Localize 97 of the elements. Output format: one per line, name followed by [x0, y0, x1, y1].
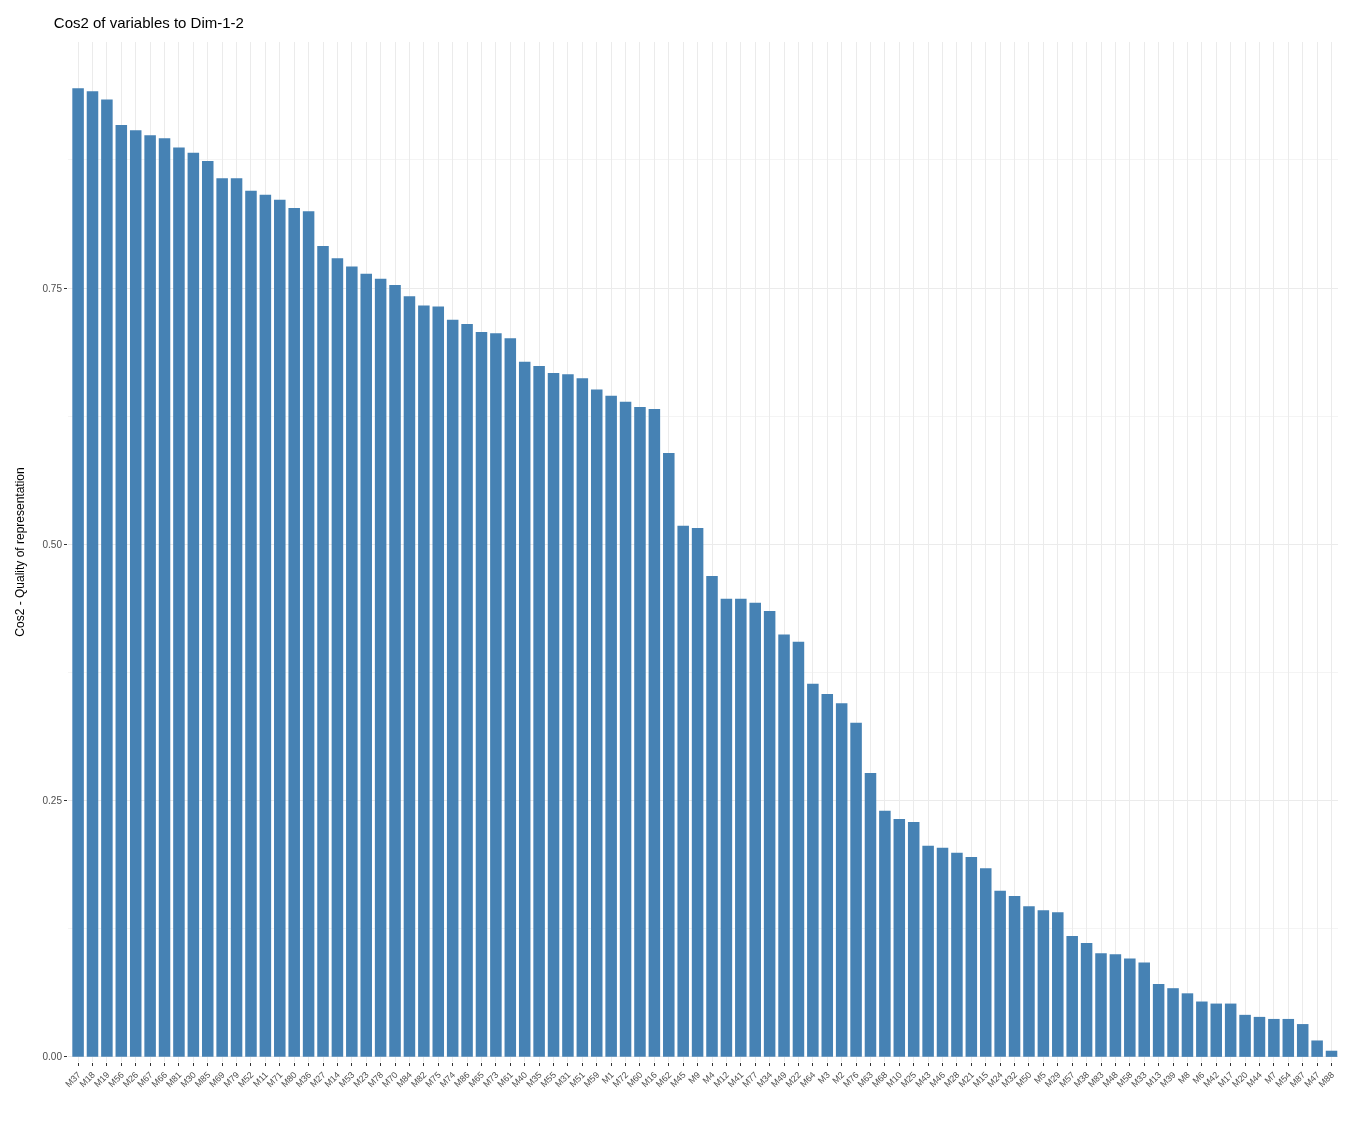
- bar: [533, 365, 545, 1057]
- bar: [807, 683, 819, 1057]
- bar: [1268, 1018, 1280, 1057]
- y-tick-label: 0.25: [42, 795, 63, 807]
- y-tick-label: 0.00: [42, 1051, 63, 1063]
- bar: [1124, 958, 1136, 1057]
- bar: [1109, 954, 1122, 1057]
- bar: [274, 199, 286, 1057]
- bar: [216, 178, 228, 1057]
- bar: [490, 333, 502, 1057]
- x-tick-label: M3: [815, 1069, 832, 1086]
- bar: [864, 772, 877, 1057]
- bar: [547, 373, 560, 1057]
- y-tick-label: 0.50: [42, 538, 63, 550]
- bar: [346, 266, 358, 1057]
- bar: [475, 332, 488, 1057]
- bar: [1239, 1014, 1251, 1057]
- bar: [1325, 1050, 1338, 1057]
- bar: [835, 703, 848, 1057]
- bar: [677, 525, 689, 1057]
- bar: [749, 602, 761, 1057]
- bar: [850, 722, 862, 1057]
- bar: [1296, 1024, 1309, 1057]
- bar: [720, 598, 733, 1057]
- bar: [1282, 1018, 1295, 1057]
- bar: [101, 99, 113, 1057]
- bar: [173, 147, 185, 1057]
- bar: [576, 378, 589, 1057]
- bar: [115, 125, 128, 1057]
- bar: [907, 822, 920, 1057]
- bar: [1138, 962, 1150, 1057]
- bar: [994, 890, 1006, 1057]
- bar: [619, 401, 632, 1057]
- y-axis-title: Cos2 - Quality of representation: [12, 467, 27, 637]
- bar: [144, 135, 156, 1057]
- bar: [403, 296, 416, 1057]
- bar: [317, 246, 329, 1057]
- bar: [1167, 988, 1179, 1057]
- x-tick-label: M8: [1176, 1069, 1193, 1086]
- bar: [792, 641, 805, 1057]
- bar: [86, 91, 99, 1057]
- bar: [1196, 1001, 1208, 1057]
- bar: [965, 856, 978, 1057]
- bar: [1152, 984, 1165, 1057]
- bar: [936, 847, 949, 1057]
- bar: [518, 361, 531, 1057]
- bar: [302, 211, 315, 1057]
- bar: [879, 810, 891, 1057]
- bar: [504, 338, 517, 1057]
- bar: [1066, 935, 1078, 1057]
- bar: [691, 527, 704, 1057]
- bar: [389, 284, 401, 1057]
- bar: [735, 598, 747, 1057]
- bar: [374, 278, 387, 1057]
- bar: [590, 389, 603, 1057]
- bar: [461, 323, 473, 1057]
- bar: [1008, 895, 1021, 1057]
- bar: [1311, 1040, 1323, 1057]
- bar: [763, 610, 776, 1057]
- bar: [331, 258, 344, 1057]
- bar: [821, 693, 834, 1057]
- bar: [778, 634, 790, 1057]
- bar: [893, 819, 906, 1057]
- bar: [259, 194, 272, 1057]
- bar: [1052, 912, 1064, 1057]
- bar: [129, 130, 142, 1057]
- bar: [201, 160, 214, 1057]
- bar: [418, 305, 430, 1057]
- bar: [360, 273, 372, 1057]
- bar: [158, 138, 171, 1057]
- bar: [1224, 1003, 1237, 1057]
- bar: [1253, 1016, 1266, 1057]
- bar: [562, 374, 574, 1057]
- bar: [663, 453, 675, 1057]
- bar: [706, 576, 718, 1057]
- bar: [634, 406, 646, 1057]
- bar: [605, 395, 617, 1057]
- bar: [979, 868, 992, 1057]
- bar: [432, 306, 445, 1057]
- bar: [922, 845, 934, 1057]
- bar: [187, 152, 200, 1057]
- bar: [72, 88, 84, 1057]
- bar: [1080, 943, 1093, 1057]
- chart-title: Cos2 of variables to Dim-1-2: [53, 13, 244, 31]
- bar: [288, 208, 300, 1057]
- bar: [446, 319, 459, 1057]
- x-tick-label: M9: [686, 1069, 703, 1086]
- bar: [1181, 993, 1194, 1057]
- bar: [1037, 910, 1050, 1057]
- bar: [1095, 953, 1107, 1057]
- bar: [648, 408, 661, 1057]
- bar: [1210, 1003, 1223, 1057]
- bar: [230, 178, 243, 1057]
- bar: [951, 852, 963, 1057]
- bar: [245, 190, 257, 1057]
- y-tick-label: 0.75: [42, 282, 63, 294]
- bar: [1023, 906, 1035, 1057]
